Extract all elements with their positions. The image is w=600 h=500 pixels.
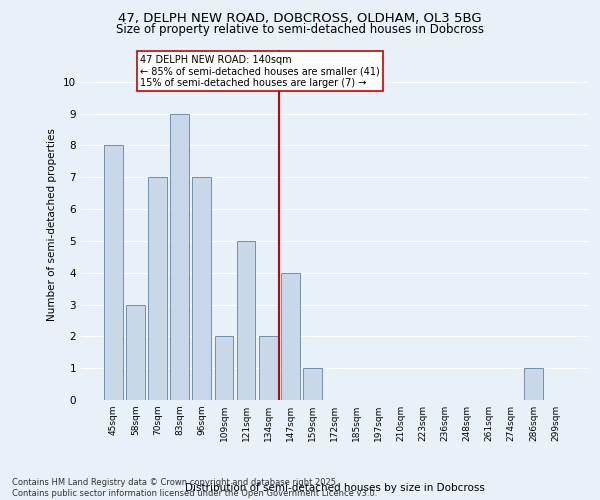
Bar [126,304,145,400]
Bar [215,336,233,400]
Bar [303,368,322,400]
Bar [193,178,211,400]
Text: Contains HM Land Registry data © Crown copyright and database right 2025.
Contai: Contains HM Land Registry data © Crown c… [12,478,377,498]
Bar [236,241,256,400]
Bar [170,114,189,400]
Bar [148,178,167,400]
Y-axis label: Number of semi-detached properties: Number of semi-detached properties [47,128,58,322]
X-axis label: Distribution of semi-detached houses by size in Dobcross: Distribution of semi-detached houses by … [185,483,484,493]
Bar [259,336,278,400]
Text: Size of property relative to semi-detached houses in Dobcross: Size of property relative to semi-detach… [116,22,484,36]
Bar [524,368,543,400]
Bar [281,272,299,400]
Text: 47 DELPH NEW ROAD: 140sqm
← 85% of semi-detached houses are smaller (41)
15% of : 47 DELPH NEW ROAD: 140sqm ← 85% of semi-… [140,55,380,88]
Bar [104,146,123,400]
Text: 47, DELPH NEW ROAD, DOBCROSS, OLDHAM, OL3 5BG: 47, DELPH NEW ROAD, DOBCROSS, OLDHAM, OL… [118,12,482,25]
